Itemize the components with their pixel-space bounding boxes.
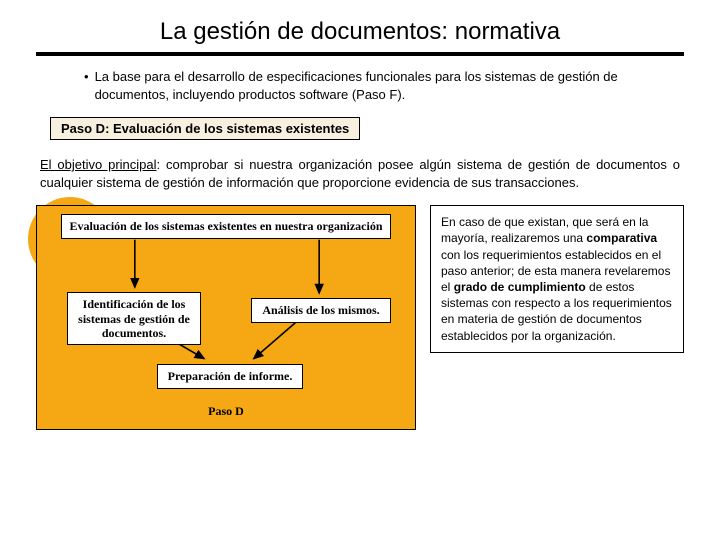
bullet-text: La base para el desarrollo de especifica… (95, 68, 654, 103)
diagram-container: Evaluación de los sistemas existentes en… (36, 205, 416, 430)
diagram-box-analysis: Análisis de los mismos. (251, 298, 391, 322)
title-underline (36, 52, 684, 56)
diagram-caption: Paso D (208, 404, 244, 419)
page-title: La gestión de documentos: normativa (36, 18, 684, 46)
diagram-box-identification: Identificación de los sistemas de gestió… (67, 292, 201, 345)
flow-diagram: Evaluación de los sistemas existentes en… (36, 205, 416, 430)
objective-lead: El objetivo principal (40, 157, 157, 172)
diagram-box-report: Preparación de informe. (157, 364, 303, 388)
step-d-heading: Paso D: Evaluación de los sistemas exist… (50, 117, 360, 140)
objective-paragraph: El objetivo principal: comprobar si nues… (36, 156, 684, 191)
right-bold-grado: grado de cumplimiento (454, 280, 586, 294)
bullet-marker: • (84, 68, 89, 103)
intro-bullet: • La base para el desarrollo de especifi… (36, 68, 684, 103)
right-bold-comparativa: comparativa (586, 231, 657, 245)
explanation-box: En caso de que existan, que será en la m… (430, 205, 684, 353)
